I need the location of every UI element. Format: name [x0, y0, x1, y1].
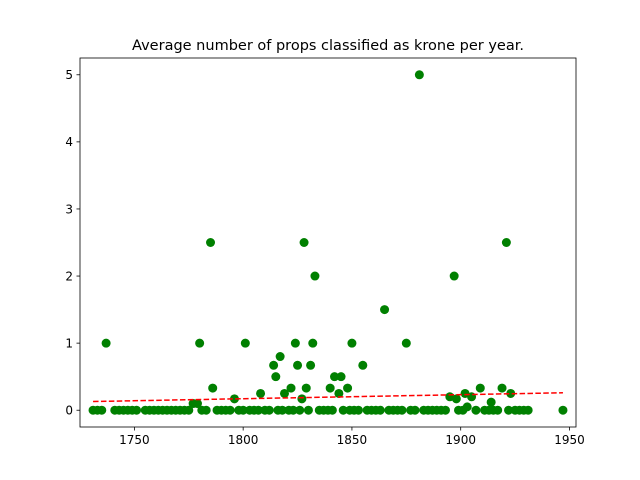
data-point-55 — [299, 238, 309, 247]
data-point-54 — [297, 394, 307, 404]
data-point-84 — [397, 405, 407, 415]
marks-layer — [88, 70, 568, 415]
x-tick-label-1900: 1900 — [445, 433, 476, 447]
x-tick-label-1850: 1850 — [337, 433, 368, 447]
data-point-69 — [338, 405, 348, 415]
data-point-109 — [493, 405, 503, 415]
data-point-50 — [288, 405, 298, 415]
y-tick-label-1: 1 — [65, 336, 73, 350]
chart-title: Average number of props classified as kr… — [132, 38, 524, 54]
data-point-65 — [327, 405, 337, 415]
data-point-9 — [132, 405, 142, 415]
data-point-49 — [286, 383, 296, 393]
data-point-68 — [336, 372, 346, 382]
data-point-43 — [271, 372, 281, 382]
data-point-112 — [504, 405, 514, 415]
x-tick-label-1800: 1800 — [228, 433, 259, 447]
data-point-74 — [353, 405, 363, 415]
data-point-80 — [380, 305, 390, 315]
data-point-107 — [486, 397, 496, 407]
data-point-85 — [401, 338, 411, 348]
data-point-104 — [475, 383, 485, 393]
data-point-110 — [497, 383, 507, 393]
data-point-27 — [208, 383, 218, 393]
data-point-60 — [310, 271, 320, 281]
data-point-47 — [279, 388, 289, 398]
data-point-101 — [462, 402, 472, 412]
y-tick-label-4: 4 — [65, 135, 73, 149]
data-point-31 — [225, 405, 235, 415]
data-point-64 — [325, 383, 335, 393]
data-point-2 — [97, 405, 107, 415]
data-point-3 — [101, 338, 111, 348]
data-point-20 — [184, 405, 194, 415]
data-point-34 — [238, 405, 248, 415]
data-point-41 — [264, 405, 274, 415]
x-tick-label-1750: 1750 — [119, 433, 150, 447]
data-point-103 — [471, 405, 481, 415]
data-point-66 — [330, 372, 340, 382]
x-tick-label-1950: 1950 — [554, 433, 585, 447]
data-point-52 — [293, 360, 303, 370]
data-point-102 — [467, 392, 477, 402]
y-tick-label-2: 2 — [65, 269, 73, 283]
data-point-118 — [558, 405, 568, 415]
data-point-113 — [506, 388, 516, 398]
axes-layer: 1750 1800 1850 1900 1950 0 1 2 3 4 5 — [65, 57, 585, 447]
data-point-59 — [308, 338, 318, 348]
data-point-57 — [303, 405, 313, 415]
data-point-75 — [358, 360, 368, 370]
data-point-39 — [256, 388, 266, 398]
data-point-42 — [269, 360, 279, 370]
data-point-87 — [410, 405, 420, 415]
data-point-58 — [306, 360, 316, 370]
y-tick-label-0: 0 — [65, 404, 73, 418]
data-point-70 — [343, 383, 353, 393]
data-point-94 — [440, 405, 450, 415]
data-point-22 — [192, 399, 202, 409]
data-point-72 — [347, 338, 357, 348]
plot-frame — [79, 57, 577, 428]
data-point-56 — [301, 383, 311, 393]
data-point-117 — [523, 405, 533, 415]
data-point-111 — [501, 238, 511, 247]
trend-line — [93, 392, 563, 403]
data-point-96 — [449, 271, 459, 281]
y-tick-label-3: 3 — [65, 202, 73, 216]
data-point-23 — [195, 338, 205, 348]
data-point-53 — [295, 405, 305, 415]
data-point-97 — [451, 394, 461, 404]
data-point-45 — [275, 352, 285, 362]
data-point-35 — [240, 338, 250, 348]
data-point-67 — [334, 388, 344, 398]
data-point-46 — [277, 405, 287, 415]
data-point-25 — [201, 405, 211, 415]
data-point-51 — [290, 338, 300, 348]
data-point-26 — [206, 238, 216, 247]
data-point-79 — [375, 405, 385, 415]
data-point-38 — [253, 405, 263, 415]
y-tick-label-5: 5 — [65, 68, 73, 82]
data-point-88 — [414, 70, 424, 80]
data-point-32 — [229, 394, 239, 404]
